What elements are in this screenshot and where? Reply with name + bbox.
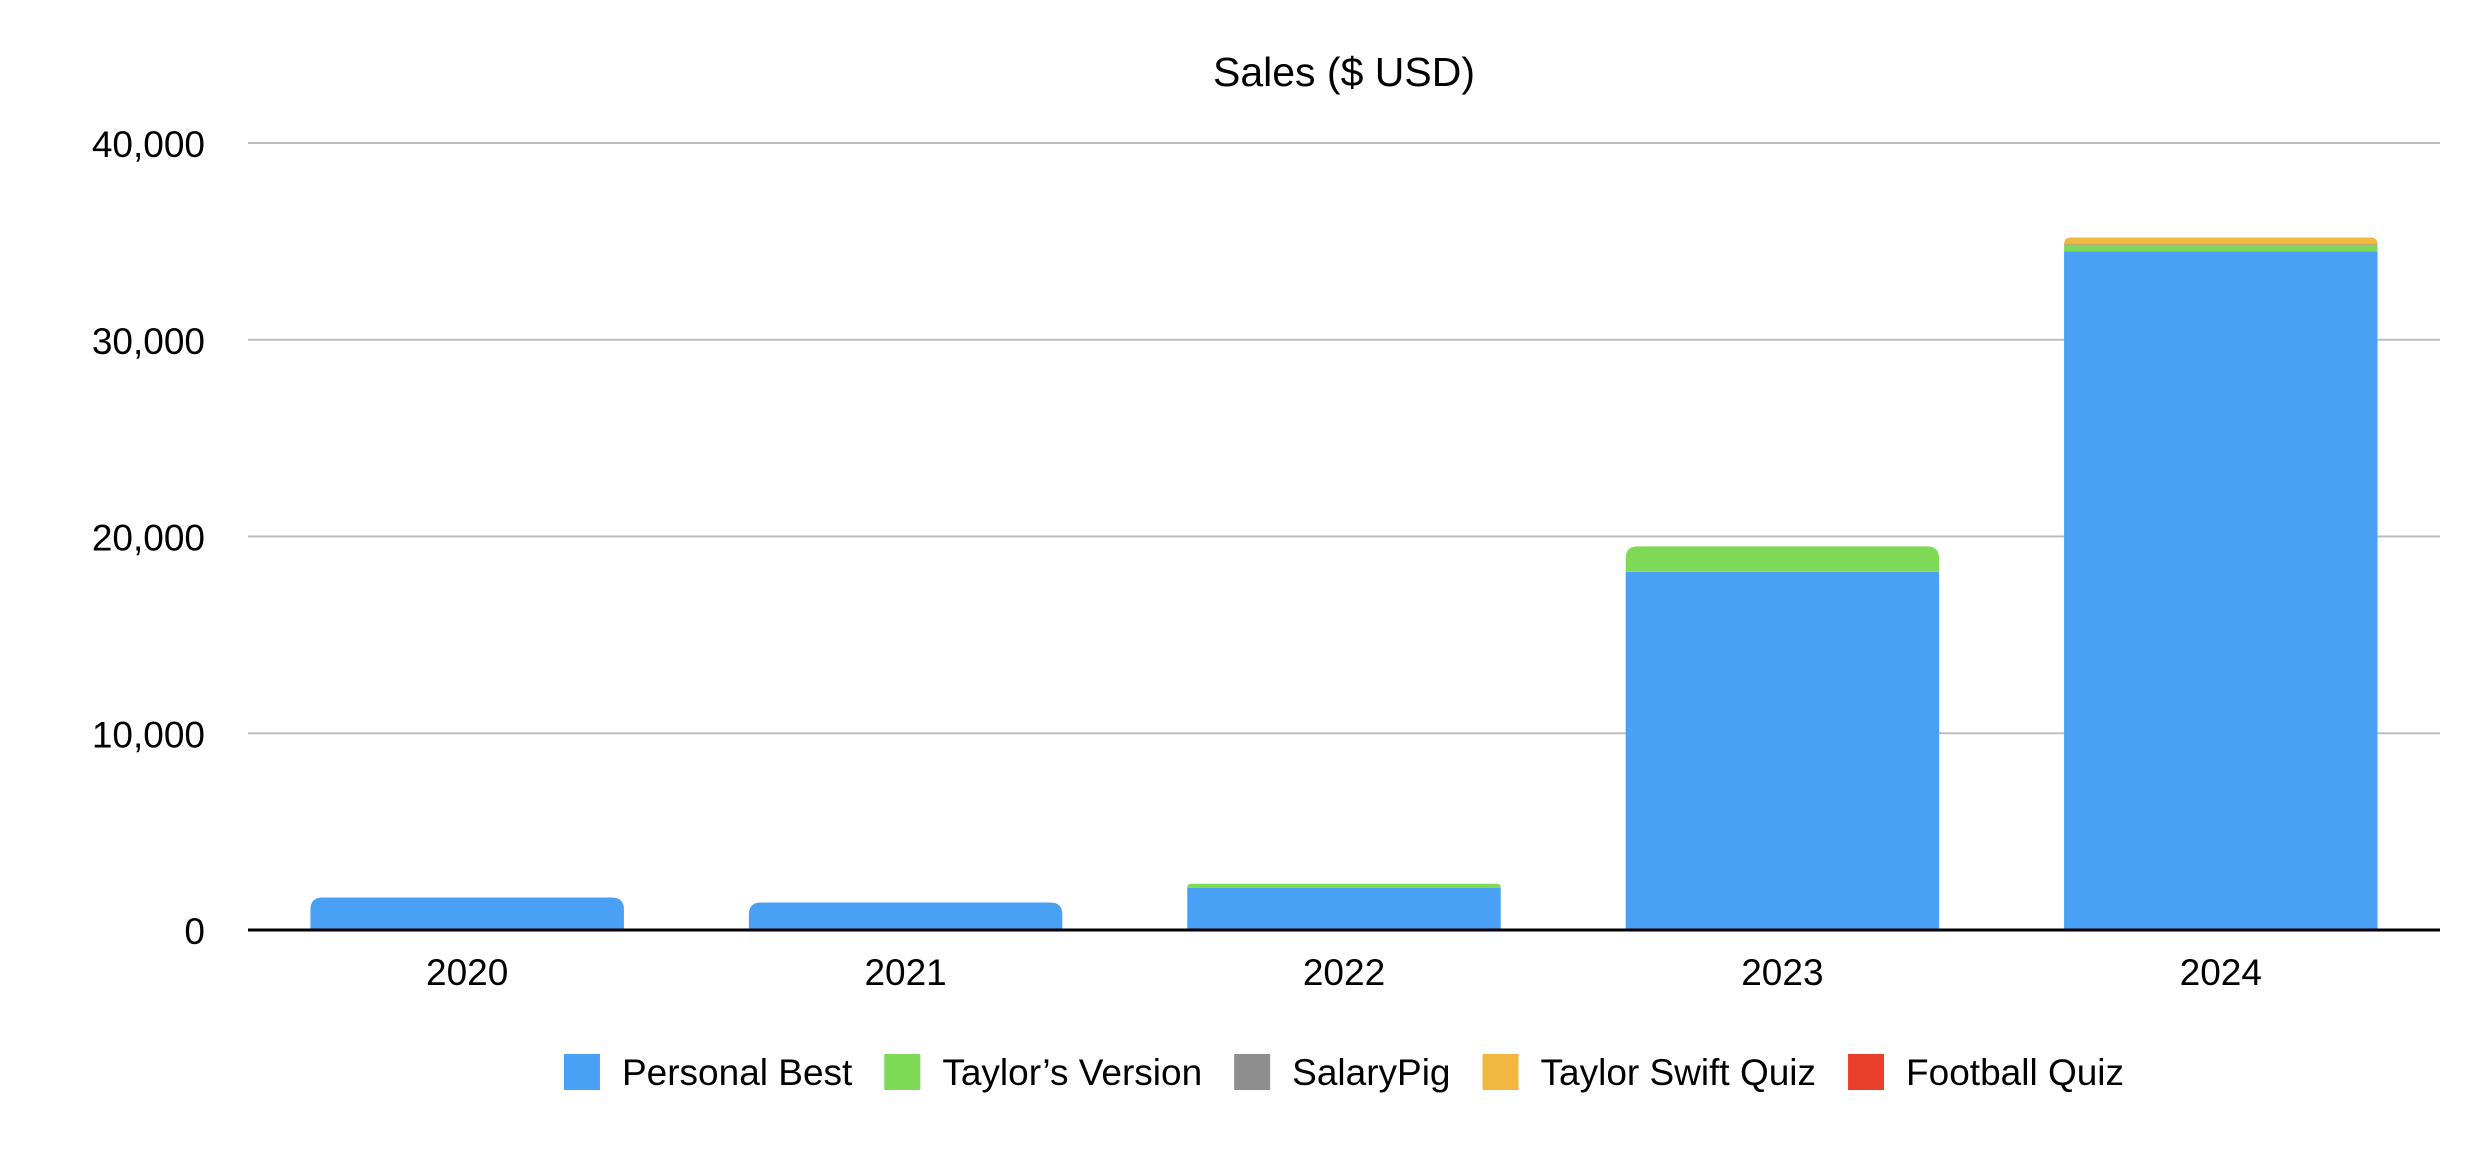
y-axis-tick-labels: 0 10,000 20,000 30,000 40,000 — [92, 124, 205, 952]
legend-item-taylor-swift-quiz: Taylor Swift Quiz — [1482, 1052, 1817, 1093]
bar-segment-taylor-swift-quiz-2024 — [2064, 237, 2378, 245]
x-axis-tick-labels: 2020 2021 2022 2023 2024 — [426, 952, 2262, 993]
legend-label: Football Quiz — [1906, 1052, 2124, 1093]
legend: Personal Best Taylor’s Version SalaryPig Ta… — [563, 1052, 2124, 1093]
x-tick-label: 2020 — [426, 952, 508, 993]
bar-segment-personal-best-2023 — [1625, 571, 1940, 930]
chart-title: Sales ($ USD) — [1213, 49, 1475, 95]
bar-segment-taylor-s-version-2023 — [1625, 546, 1940, 572]
y-tick-label: 20,000 — [92, 518, 205, 559]
legend-swatch — [1848, 1054, 1885, 1090]
legend-label: Taylor’s Version — [942, 1052, 1202, 1093]
y-tick-label: 40,000 — [92, 124, 205, 165]
y-tick-label: 0 — [184, 911, 205, 952]
x-tick-label: 2023 — [1741, 952, 1823, 993]
bar-segment-personal-best-2024 — [2064, 251, 2378, 930]
x-tick-label: 2022 — [1303, 952, 1385, 993]
bar-segment-salarypig-2024 — [2064, 244, 2378, 246]
x-tick-label: 2024 — [2180, 952, 2262, 993]
legend-label: Taylor Swift Quiz — [1541, 1052, 1817, 1093]
bar-segment-personal-best-2022 — [1187, 887, 1501, 930]
y-tick-label: 10,000 — [92, 714, 205, 755]
bar-segment-personal-best-2021 — [748, 902, 1063, 930]
legend-label: SalaryPig — [1292, 1052, 1450, 1093]
bar-segment-personal-best-2020 — [310, 897, 624, 930]
bar-segment-taylor-s-version-2024 — [2064, 245, 2378, 252]
legend-label: Personal Best — [622, 1052, 853, 1093]
legend-swatch — [563, 1054, 600, 1090]
y-tick-label: 30,000 — [92, 321, 205, 362]
bar-segment-taylor-s-version-2022 — [1187, 883, 1501, 888]
legend-swatch — [1482, 1054, 1519, 1090]
legend-swatch — [1234, 1054, 1271, 1090]
legend-item-personal-best: Personal Best — [563, 1052, 853, 1093]
bars — [310, 237, 2378, 930]
legend-item-salarypig: SalaryPig — [1234, 1052, 1451, 1093]
legend-item-football-quiz: Football Quiz — [1848, 1052, 2124, 1093]
legend-item-taylor-s-version: Taylor’s Version — [884, 1052, 1202, 1093]
x-tick-label: 2021 — [864, 952, 946, 993]
legend-swatch — [884, 1054, 921, 1090]
